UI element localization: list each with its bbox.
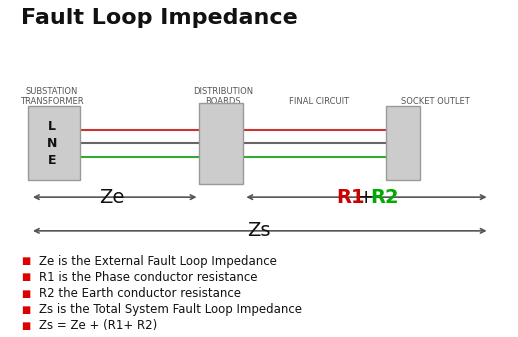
Text: Ze: Ze bbox=[99, 188, 124, 207]
Text: DISTRIBUTION
BOARDS: DISTRIBUTION BOARDS bbox=[193, 87, 253, 106]
Text: R2: R2 bbox=[370, 188, 399, 207]
Bar bbox=[199, 103, 243, 184]
Text: ■: ■ bbox=[21, 256, 31, 266]
Bar bbox=[386, 106, 420, 180]
Text: ■: ■ bbox=[21, 321, 31, 331]
Bar bbox=[28, 106, 80, 180]
Text: Zs = Ze + (R1+ R2): Zs = Ze + (R1+ R2) bbox=[39, 319, 157, 332]
Text: SOCKET OUTLET: SOCKET OUTLET bbox=[401, 97, 469, 106]
Text: R2 the Earth conductor resistance: R2 the Earth conductor resistance bbox=[39, 287, 241, 300]
Text: Zs is the Total System Fault Loop Impedance: Zs is the Total System Fault Loop Impeda… bbox=[39, 303, 302, 316]
Text: +: + bbox=[357, 188, 374, 207]
Text: ■: ■ bbox=[21, 288, 31, 299]
Text: ■: ■ bbox=[21, 272, 31, 282]
Text: ■: ■ bbox=[21, 305, 31, 315]
Text: R1 is the Phase conductor resistance: R1 is the Phase conductor resistance bbox=[39, 271, 257, 284]
Text: SUBSTATION
TRANSFORMER: SUBSTATION TRANSFORMER bbox=[20, 87, 83, 106]
Text: L
N
E: L N E bbox=[47, 120, 57, 167]
Text: Fault Loop Impedance: Fault Loop Impedance bbox=[21, 8, 297, 28]
Text: FINAL CIRCUIT: FINAL CIRCUIT bbox=[289, 97, 349, 106]
Text: R1: R1 bbox=[337, 188, 365, 207]
Text: Zs: Zs bbox=[247, 221, 271, 240]
Text: Ze is the External Fault Loop Impedance: Ze is the External Fault Loop Impedance bbox=[39, 255, 277, 268]
